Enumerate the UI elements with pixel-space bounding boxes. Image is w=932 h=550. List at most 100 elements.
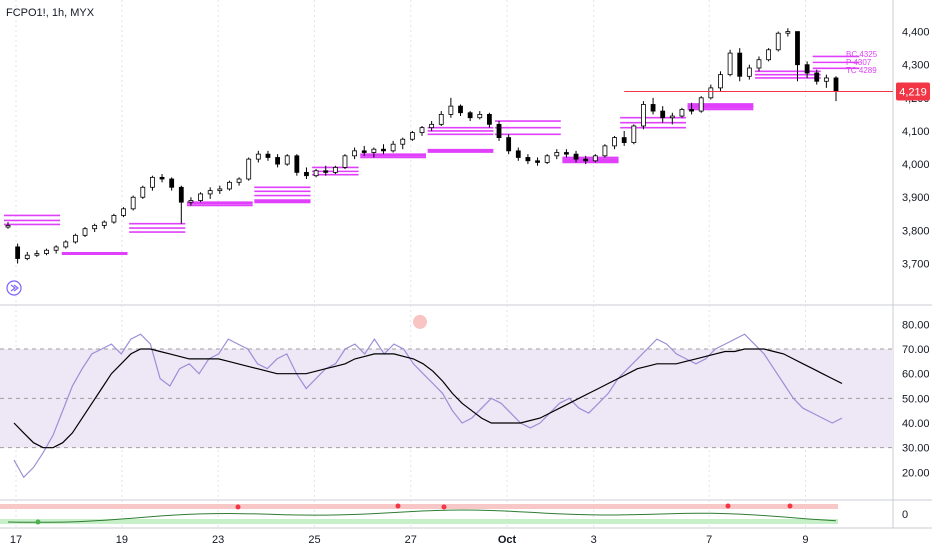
candle-body xyxy=(5,224,11,228)
axes: 17 19 23 25 27 Oct 3 7 9 3,700 3,800 3,900 4,000 4,10… xyxy=(10,27,930,546)
grid xyxy=(0,0,932,529)
candle-body xyxy=(650,104,656,112)
pivot-label: BC 4325 xyxy=(846,50,878,59)
candle-body xyxy=(486,113,492,125)
candle-body xyxy=(814,72,820,82)
candle-body xyxy=(150,176,155,188)
candle-body xyxy=(82,228,88,236)
pivot-label: P 4307 xyxy=(846,58,872,67)
candle-body xyxy=(265,153,271,158)
candle-body xyxy=(294,155,300,173)
price-tick-label: 3,800 xyxy=(902,225,930,237)
candle-body xyxy=(332,167,338,173)
candle-body xyxy=(641,104,646,127)
candle-body xyxy=(323,170,329,173)
candle-body xyxy=(727,52,733,76)
candle-body xyxy=(313,170,319,177)
candle-body xyxy=(775,32,781,51)
candle-body xyxy=(602,145,608,157)
candle-body xyxy=(525,157,531,162)
last-price-label: 4,219 xyxy=(899,87,927,99)
osc-line xyxy=(7,509,837,523)
osc-lower-band xyxy=(0,519,838,524)
rsi-tick-label: 20.00 xyxy=(902,467,930,479)
candle-body xyxy=(535,160,540,163)
candle-body xyxy=(621,137,627,143)
candles xyxy=(5,28,893,264)
rsi-tick-label: 50.00 xyxy=(902,393,930,405)
pivot-label: TC 4289 xyxy=(846,66,877,75)
candle-body xyxy=(169,178,175,188)
candle-body xyxy=(207,190,213,195)
candle-body xyxy=(178,186,184,203)
candle-body xyxy=(612,137,617,147)
candle-body xyxy=(24,254,30,259)
osc-signal-dot xyxy=(441,504,447,510)
candle-body xyxy=(592,155,598,162)
candle-body xyxy=(121,208,126,216)
x-tick-label: 27 xyxy=(405,534,417,546)
candle-body xyxy=(823,77,829,82)
rsi-tick-label: 40.00 xyxy=(902,418,930,430)
oscillator-pane xyxy=(0,503,838,525)
candle-body xyxy=(756,59,762,69)
osc-signal-dot xyxy=(235,504,241,510)
candle-body xyxy=(198,193,203,201)
x-tick-label: 9 xyxy=(802,534,808,546)
candle-body xyxy=(101,221,107,226)
candle-body xyxy=(554,152,560,157)
candle-body xyxy=(458,105,463,114)
x-tick-label: Oct xyxy=(498,534,517,546)
candle-body xyxy=(342,155,348,168)
price-tick-label: 4,100 xyxy=(902,126,930,138)
candle-body xyxy=(766,49,772,61)
chart-title: FCPO1!, 1h, MYX xyxy=(6,7,95,19)
candle-body xyxy=(72,234,78,243)
candle-body xyxy=(92,224,98,230)
osc-signal-dot xyxy=(787,503,793,509)
candle-body xyxy=(352,150,358,157)
candle-body xyxy=(34,253,40,256)
osc-signal-dot xyxy=(395,503,401,509)
price-tick-label: 4,000 xyxy=(902,159,930,171)
price-tick-label: 3,900 xyxy=(902,192,930,204)
candle-body xyxy=(361,150,367,153)
candle-body xyxy=(718,74,723,89)
x-tick-label: 17 xyxy=(10,534,22,546)
candle-body xyxy=(400,138,406,145)
candle-body xyxy=(15,246,21,259)
candle-body xyxy=(698,97,704,112)
candle-body xyxy=(448,105,454,115)
candle-body xyxy=(583,158,589,162)
candle-body xyxy=(573,153,579,160)
x-tick-label: 7 xyxy=(706,534,712,546)
candle-body xyxy=(140,186,146,198)
pivot-zones xyxy=(4,55,860,256)
candle-body xyxy=(130,196,136,210)
candle-body xyxy=(804,64,810,74)
rsi-band xyxy=(0,349,893,448)
candle-body xyxy=(44,249,49,254)
candle-body xyxy=(429,123,435,129)
candle-body xyxy=(795,31,800,66)
rsi-pane xyxy=(0,314,893,479)
candle-body xyxy=(255,153,261,160)
candle-body xyxy=(63,241,69,248)
osc-signal-dot xyxy=(725,503,731,509)
candle-body xyxy=(438,113,444,125)
candle-body xyxy=(631,125,637,143)
candle-body xyxy=(467,112,473,119)
candle-body xyxy=(496,123,502,138)
candle-body xyxy=(381,148,386,152)
price-tick-label: 3,700 xyxy=(902,258,930,270)
price-tick-label: 4,400 xyxy=(902,27,930,39)
price-tick-label: 4,300 xyxy=(902,60,930,72)
candle-body xyxy=(477,113,483,119)
candle-body xyxy=(275,157,280,165)
candle-body xyxy=(746,67,752,77)
candle-body xyxy=(390,143,396,152)
replay-icon[interactable] xyxy=(6,280,22,296)
candle-body xyxy=(371,148,377,153)
candle-body xyxy=(246,158,252,180)
